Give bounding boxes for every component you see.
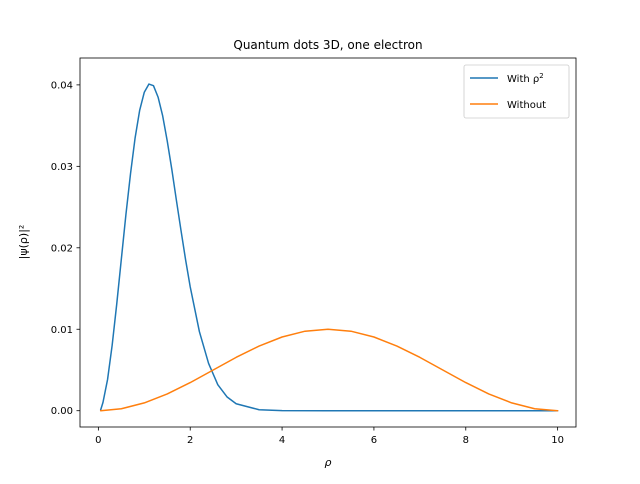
y-tick-label: 0.00 bbox=[51, 406, 73, 417]
chart-title: Quantum dots 3D, one electron bbox=[233, 38, 422, 52]
legend: With ρ2 Without bbox=[463, 64, 570, 119]
x-axis: 0 2 4 6 8 10 bbox=[95, 427, 564, 446]
legend-label-with-rho2: With ρ2 bbox=[507, 72, 544, 85]
legend-label-with-rho2-text: With ρ bbox=[507, 74, 539, 85]
x-tick-label: 0 bbox=[95, 435, 101, 446]
y-tick-label: 0.03 bbox=[51, 162, 73, 173]
y-tick-label: 0.02 bbox=[51, 243, 73, 254]
axes-frame bbox=[79, 57, 577, 428]
y-axis: 0.00 0.01 0.02 0.03 0.04 bbox=[51, 80, 80, 417]
x-tick-label: 2 bbox=[187, 435, 193, 446]
series-line-without bbox=[99, 328, 559, 412]
series-line-with-rho2 bbox=[99, 83, 559, 412]
x-tick-label: 6 bbox=[371, 435, 377, 446]
y-axis-label: |ψ(ρ)|² bbox=[17, 225, 30, 260]
x-tick-label: 10 bbox=[551, 435, 564, 446]
legend-label-without: Without bbox=[507, 100, 546, 111]
x-tick-label: 4 bbox=[279, 435, 285, 446]
series-layer bbox=[99, 83, 559, 412]
x-axis-label: ρ bbox=[325, 456, 332, 469]
y-tick-label: 0.04 bbox=[51, 80, 73, 91]
y-tick-label: 0.01 bbox=[51, 325, 73, 336]
legend-label-with-rho2-superscript: 2 bbox=[539, 72, 543, 80]
x-tick-label: 8 bbox=[463, 435, 469, 446]
